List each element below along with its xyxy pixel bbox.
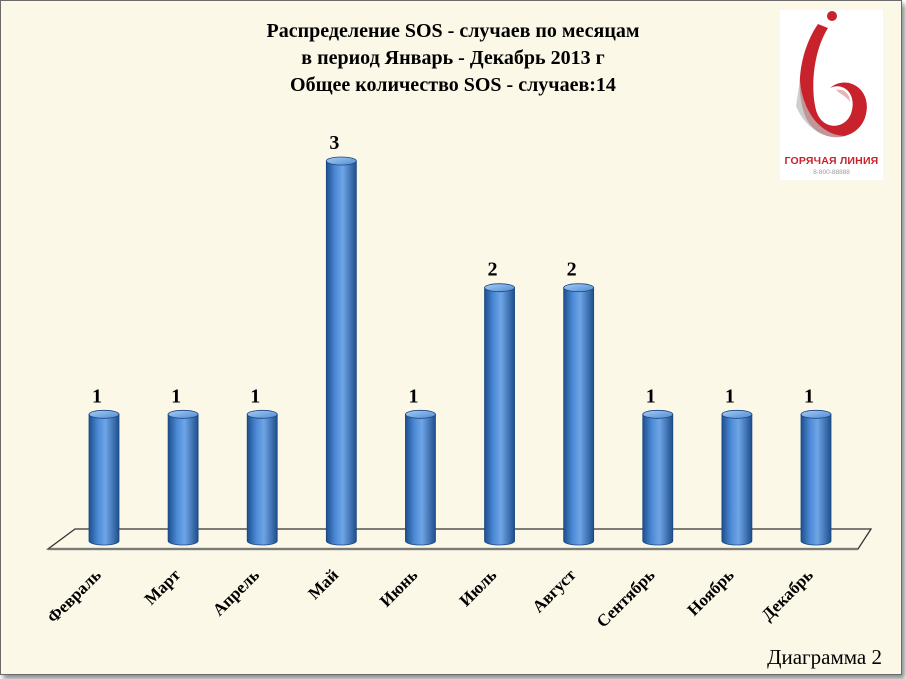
hotline-logo-mark [796,11,867,138]
bar-top [167,409,199,419]
bar-Июнь [405,409,436,546]
bar-body [484,287,515,546]
bar-Февраль [88,409,120,546]
category-label: Май [304,565,342,603]
bar-body [800,413,832,546]
hotline-logo: ГОРЯЧАЯ ЛИНИЯ 8-800-88888 [780,10,883,180]
bar-top [325,156,357,166]
bar-top [484,283,515,293]
bar-body [642,413,674,546]
chart-bars [88,156,832,546]
category-label: Февраль [43,565,104,626]
bar-body [563,287,595,546]
data-label: 1 [250,385,260,407]
data-label: 2 [567,259,577,281]
chart-title: Распределение SOS - случаев по месяцам в… [0,18,906,99]
data-label: 2 [488,259,498,281]
bar-Август [563,283,595,546]
category-label: Сентябрь [593,565,659,631]
data-label: 1 [92,385,102,407]
bar-Апрель [246,409,278,546]
hotline-logo-phone: 8-800-88888 [813,169,850,176]
bar-top [88,409,120,419]
bar-Декабрь [800,409,832,546]
bar-Май [325,156,357,546]
chart-category-labels: Февраль Март Апрель Май Июнь Июль Август Сентяб… [43,565,816,631]
bar-body [167,413,199,546]
bar-Сентябрь [642,409,674,546]
category-label: Март [141,565,185,609]
bar-Ноябрь [721,409,753,546]
bar-body [246,413,278,546]
bar-top [563,283,595,293]
bar-body [405,413,436,546]
category-label: Ноябрь [684,565,738,619]
chart-title-line-3: Общее количество SOS - случаев:14 [290,74,616,96]
category-label: Июль [456,565,501,610]
chart-data-labels: 1 1 1 3 1 2 2 1 1 1 [92,132,814,407]
data-label: 1 [725,385,735,407]
bar-Июль [484,283,515,546]
category-label: Апрель [209,565,263,619]
chart-title-line-2: в период Январь - Декабрь 2013 г [301,47,605,69]
data-label: 1 [646,385,656,407]
bar-body [325,160,357,546]
bar-top [246,409,278,419]
category-label: Август [529,565,580,616]
bar-body [88,413,120,546]
bar-top [405,409,436,419]
bar-top [800,409,832,419]
data-label: 1 [171,385,181,407]
bar-top [642,409,674,419]
data-label: 1 [408,385,418,407]
category-label: Июнь [376,565,421,610]
hotline-logo-name: ГОРЯЧАЯ ЛИНИЯ [784,155,879,167]
bar-top [721,409,753,419]
bar-body [721,413,753,546]
data-label: 1 [804,385,814,407]
chart-title-line-1: Распределение SOS - случаев по месяцам [266,20,640,42]
figure-caption: Диаграмма 2 [767,645,882,669]
data-label: 3 [329,132,339,154]
bar-Март [167,409,199,546]
category-label: Декабрь [758,565,817,624]
